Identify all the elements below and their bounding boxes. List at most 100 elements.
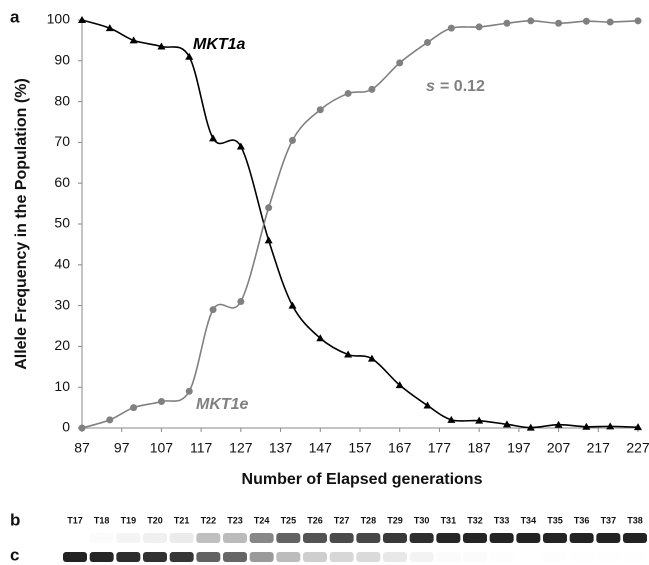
marker <box>396 59 403 66</box>
annotation: = 0.12 <box>440 78 485 95</box>
marker <box>424 402 432 409</box>
x-tick-label: 127 <box>229 440 253 456</box>
marker <box>130 404 137 411</box>
marker <box>210 306 217 313</box>
gel-band <box>516 533 540 543</box>
lane-label: T29 <box>387 515 403 525</box>
gel-band <box>90 533 114 543</box>
gel-band <box>303 533 327 543</box>
x-tick-label: 137 <box>269 440 293 456</box>
lane-label: T37 <box>601 515 617 525</box>
marker <box>158 398 165 405</box>
marker <box>607 19 614 26</box>
marker <box>265 204 272 211</box>
gel-band <box>383 533 407 543</box>
x-tick-label: 227 <box>626 440 649 456</box>
lane-label: T21 <box>174 515 190 525</box>
annotation: s <box>426 78 435 95</box>
lane-label: T33 <box>494 515 510 525</box>
lane-label: T27 <box>334 515 350 525</box>
marker <box>288 302 296 309</box>
gel-band <box>63 552 87 562</box>
y-tick-label: 60 <box>54 174 70 190</box>
gel-band <box>170 552 194 562</box>
gel-band <box>116 552 140 562</box>
marker <box>476 23 483 30</box>
x-tick-label: 107 <box>150 440 174 456</box>
gel-band <box>543 552 567 562</box>
x-axis-title: Number of Elapsed generations <box>242 471 483 488</box>
gel-band <box>143 533 167 543</box>
lane-label: T22 <box>201 515 217 525</box>
gel-band <box>250 552 274 562</box>
gel-band <box>436 552 460 562</box>
series-label: MKT1e <box>196 396 249 413</box>
y-tick-label: 70 <box>54 133 70 149</box>
gel-band <box>383 552 407 562</box>
gel-band <box>250 533 274 543</box>
figure: a b c Allele Frequency in the Population… <box>0 0 649 565</box>
x-tick-label: 177 <box>428 440 452 456</box>
gel-band <box>223 533 247 543</box>
gel-band <box>570 552 594 562</box>
gel-band <box>543 533 567 543</box>
panel-label: b <box>10 510 20 529</box>
y-tick-label: 90 <box>54 52 70 68</box>
marker <box>424 39 431 46</box>
y-axis-title: Allele Frequency in the Population (%) <box>13 78 30 370</box>
gel-band <box>116 533 140 543</box>
lane-label: T36 <box>574 515 590 525</box>
lane-label: T24 <box>254 515 270 525</box>
lane-label: T38 <box>627 515 643 525</box>
x-tick-label: 217 <box>587 440 611 456</box>
x-tick-label: 97 <box>114 440 130 456</box>
panel-label: c <box>10 545 19 564</box>
x-tick-label: 117 <box>190 440 213 456</box>
y-tick-label: 50 <box>54 215 70 231</box>
lane-label: T18 <box>94 515 110 525</box>
lane-label: T20 <box>147 515 163 525</box>
lane-label: T35 <box>547 515 563 525</box>
y-tick-label: 80 <box>54 92 70 108</box>
gel-band <box>463 533 487 543</box>
lane-label: T23 <box>227 515 243 525</box>
y-tick-label: 10 <box>54 378 70 394</box>
marker <box>209 134 217 141</box>
gel-band <box>276 533 300 543</box>
y-tick-label: 0 <box>62 419 70 435</box>
panel-label: a <box>10 7 20 26</box>
lane-label: T19 <box>121 515 137 525</box>
x-tick-label: 147 <box>309 440 333 456</box>
gel-band <box>196 533 220 543</box>
gel-band <box>490 533 514 543</box>
gel-band <box>490 552 514 562</box>
gel-band <box>623 552 647 562</box>
marker <box>345 90 352 97</box>
gel-band <box>330 533 354 543</box>
x-tick-label: 207 <box>547 440 571 456</box>
gel-band <box>410 552 434 562</box>
lane-label: T17 <box>67 515 83 525</box>
marker <box>317 106 324 113</box>
marker <box>106 416 113 423</box>
gel-band <box>90 552 114 562</box>
gel-band <box>330 552 354 562</box>
lane-label: T25 <box>281 515 297 525</box>
series-line <box>82 21 638 428</box>
lane-label: T26 <box>307 515 323 525</box>
x-tick-label: 87 <box>74 440 90 456</box>
gel-band <box>410 533 434 543</box>
marker <box>186 388 193 395</box>
y-tick-label: 40 <box>54 256 70 272</box>
x-tick-label: 197 <box>507 440 531 456</box>
x-tick-label: 157 <box>348 440 372 456</box>
lane-label: T34 <box>521 515 537 525</box>
gel-band <box>436 533 460 543</box>
gel-band <box>356 533 380 543</box>
gel-band <box>276 552 300 562</box>
gel-band <box>143 552 167 562</box>
gel-band <box>170 533 194 543</box>
marker <box>237 298 244 305</box>
gel-band <box>303 552 327 562</box>
gel-band <box>623 533 647 543</box>
